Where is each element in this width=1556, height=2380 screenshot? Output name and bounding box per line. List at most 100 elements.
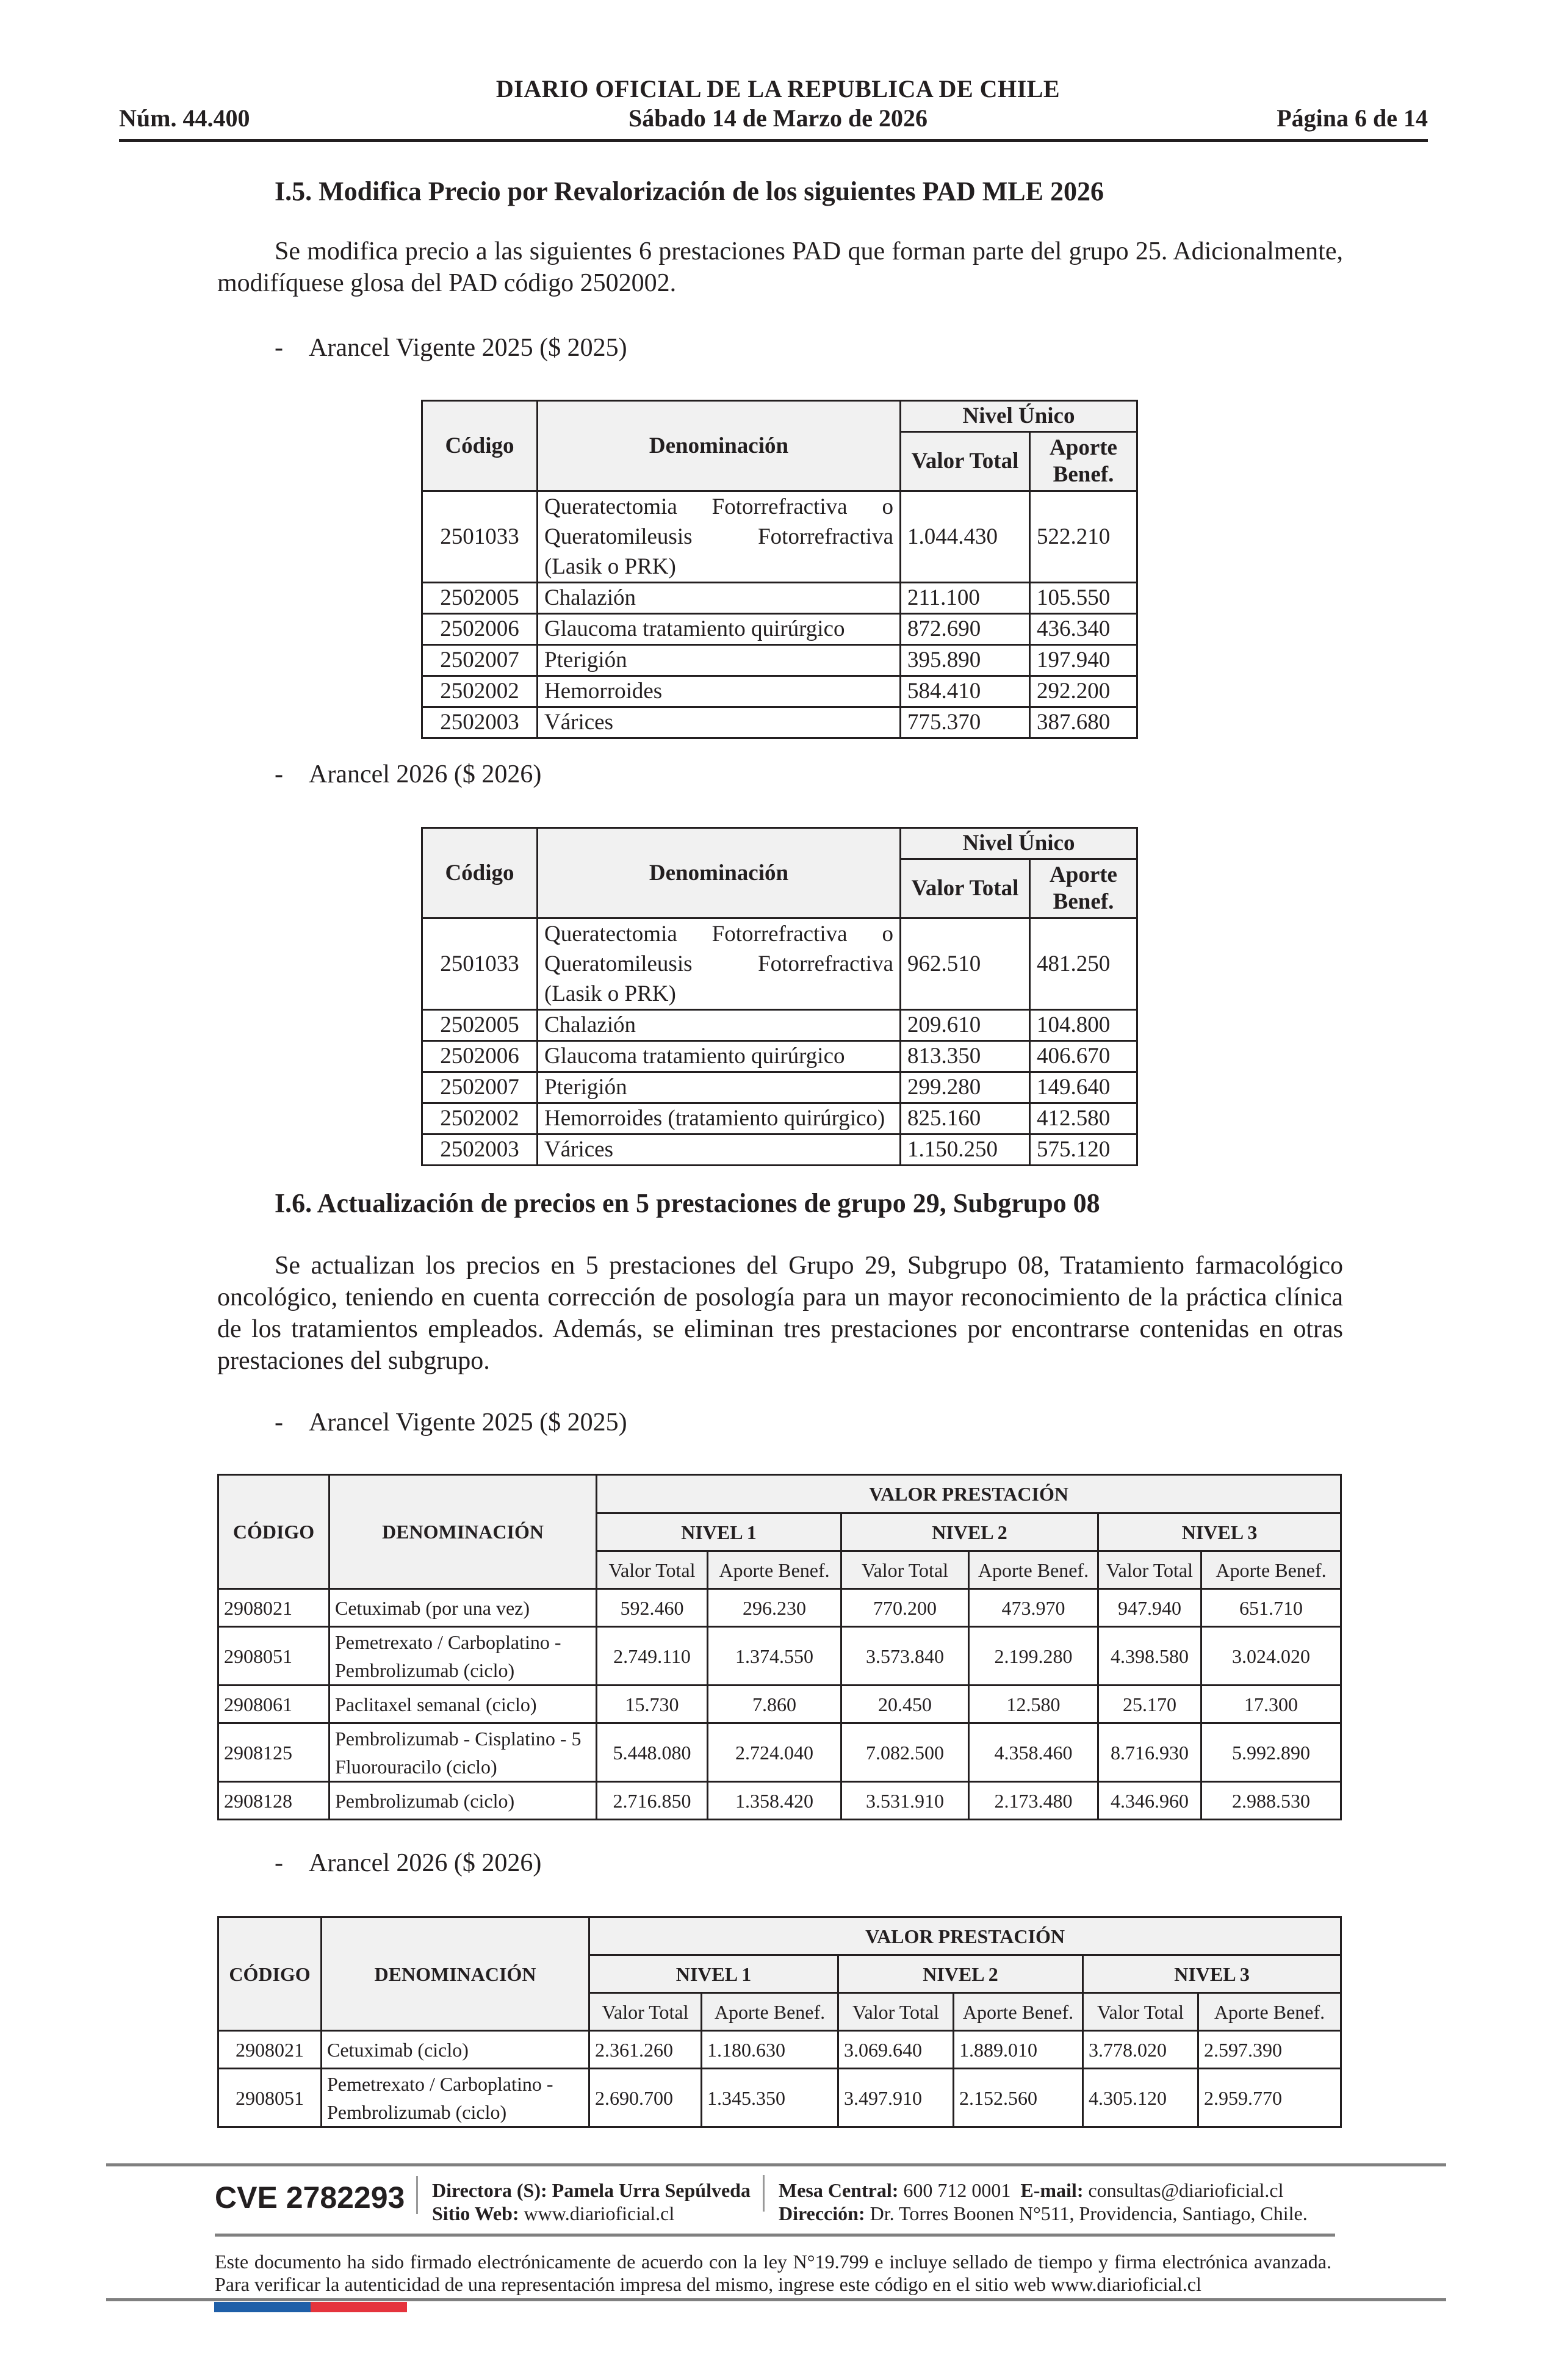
cell-n2-aporte-benef: 1.889.010 (953, 2030, 1084, 2069)
cell-aporte-benef: 105.550 (1028, 582, 1139, 615)
cell-n3-valor-total: 3.778.020 (1082, 2030, 1199, 2069)
col-header-aporte: Aporte Benef. (953, 1992, 1084, 2032)
col-header-total: Valor Total (899, 858, 1031, 919)
col-header-aporte: Aporte Benef. (968, 1550, 1099, 1590)
cell-n2-aporte-benef: 2.199.280 (968, 1626, 1099, 1686)
bullet-label: Arancel 2026 ($ 2026) (309, 760, 542, 788)
cell-code: 2502002 (421, 675, 538, 708)
cell-n1-valor-total: 15.730 (596, 1684, 708, 1724)
cell-code: 2908128 (217, 1781, 330, 1820)
cell-n2-aporte-benef: 4.358.460 (968, 1722, 1099, 1783)
col-header-aporte: Aporte Benef. (1197, 1992, 1342, 2032)
cell-n1-valor-total: 2.361.260 (588, 2030, 702, 2069)
col-header-valor-prestacion: VALOR PRESTACIÓN (595, 1474, 1342, 1514)
col-header-code: CÓDIGO (217, 1916, 322, 2032)
address-label: Dirección: (779, 2202, 865, 2224)
col-header-name: DENOMINACIÓN (320, 1916, 590, 2032)
cell-aporte-benef: 387.680 (1028, 706, 1139, 739)
footer-divider-bottom (106, 2298, 1446, 2301)
cell-code: 2502006 (421, 613, 538, 646)
col-header-nivel-2: NIVEL 2 (840, 1512, 1099, 1552)
cell-n2-valor-total: 3.069.640 (837, 2030, 954, 2069)
cell-n1-aporte-benef: 1.345.350 (701, 2068, 839, 2128)
cell-name: Queratectomia Fotorrefractiva o Queratom… (536, 917, 901, 1011)
cell-code: 2908061 (217, 1684, 330, 1724)
bullet-arancel-2026: - Arancel 2026 ($ 2026) (275, 760, 541, 789)
cell-name: Várices (536, 1133, 901, 1166)
cell-valor-total: 825.160 (899, 1102, 1031, 1135)
cell-n2-valor-total: 3.531.910 (840, 1781, 970, 1820)
table-row: 2502005 Chalazión 211.100 105.550 (421, 582, 1139, 615)
bullet-arancel-2026-g29: - Arancel 2026 ($ 2026) (275, 1848, 541, 1878)
cell-aporte-benef: 104.800 (1028, 1009, 1139, 1042)
cell-n3-valor-total: 4.398.580 (1097, 1626, 1202, 1686)
col-header-level: Nivel Único (899, 400, 1139, 433)
table-row: 2502005 Chalazión 209.610 104.800 (421, 1009, 1139, 1042)
bullet-dash: - (275, 334, 283, 362)
cell-valor-total: 1.150.250 (899, 1133, 1031, 1166)
cell-n2-aporte-benef: 2.152.560 (953, 2068, 1084, 2128)
cell-code: 2908021 (217, 2030, 322, 2069)
table-row: 2908051 Pemetrexato / Carboplatino - Pemb… (217, 1626, 1342, 1686)
cell-n2-aporte-benef: 2.173.480 (968, 1781, 1099, 1820)
table-row: 2908061 Paclitaxel semanal (ciclo) 15.730 7… (217, 1684, 1342, 1724)
cell-n3-valor-total: 8.716.930 (1097, 1722, 1202, 1783)
cell-aporte-benef: 197.940 (1028, 644, 1139, 677)
cell-n1-valor-total: 2.690.700 (588, 2068, 702, 2128)
cell-code: 2501033 (421, 917, 538, 1011)
col-header-level: Nivel Único (899, 827, 1139, 860)
cell-n3-valor-total: 25.170 (1097, 1684, 1202, 1724)
cell-code: 2502005 (421, 1009, 538, 1042)
col-header-nivel-3: NIVEL 3 (1081, 1954, 1342, 1994)
col-header-name: DENOMINACIÓN (328, 1474, 597, 1590)
table-row: 2908021 Cetuximab (ciclo) 2.361.260 1.180.6… (217, 2030, 1342, 2069)
col-header-code: CÓDIGO (217, 1474, 330, 1590)
cell-n1-aporte-benef: 1.180.630 (701, 2030, 839, 2069)
footer-divider-middle (215, 2234, 1335, 2237)
email-link[interactable]: consultas@diarioficial.cl (1088, 2179, 1284, 2201)
cell-n1-valor-total: 2.716.850 (596, 1781, 708, 1820)
table-row: 2908021 Cetuximab (por una vez) 592.460 296… (217, 1588, 1342, 1628)
col-header-nivel-1: NIVEL 1 (596, 1512, 842, 1552)
cell-valor-total: 299.280 (899, 1071, 1031, 1104)
cell-code: 2502005 (421, 582, 538, 615)
cell-name: Chalazión (536, 1009, 901, 1042)
cell-code: 2502003 (421, 706, 538, 739)
cell-name: Glaucoma tratamiento quirúrgico (536, 1040, 901, 1073)
table-pad-2025: Código Denominación Nivel Único Valor To… (421, 400, 1139, 739)
col-header-total: Valor Total (588, 1992, 702, 2032)
cell-n2-valor-total: 3.573.840 (840, 1626, 970, 1686)
web-link[interactable]: www.diarioficial.cl (524, 2202, 675, 2224)
cell-valor-total: 584.410 (899, 675, 1031, 708)
cell-name: Pembrolizumab - Cisplatino - 5 Fluoroura… (328, 1722, 597, 1783)
cell-n1-valor-total: 592.460 (596, 1588, 708, 1628)
table-row: 2502002 Hemorroides 584.410 292.200 (421, 675, 1139, 708)
director-name: Pamela Urra Sepúlveda (552, 2179, 751, 2201)
footer-director-block: Directora (S): Pamela Urra Sepúlveda Sit… (432, 2179, 751, 2225)
col-header-aporte: Aporte Benef. (701, 1992, 839, 2032)
table-row: 2502006 Glaucoma tratamiento quirúrgico 81… (421, 1040, 1139, 1073)
col-header-total: Valor Total (840, 1550, 970, 1590)
bullet-label: Arancel Vigente 2025 ($ 2025) (309, 1408, 627, 1437)
cell-n1-valor-total: 2.749.110 (596, 1626, 708, 1686)
cell-n2-valor-total: 770.200 (840, 1588, 970, 1628)
cve-code: CVE 2782293 (215, 2180, 405, 2215)
col-header-total: Valor Total (899, 431, 1031, 492)
cell-code: 2501033 (421, 490, 538, 583)
footer-separator (416, 2176, 418, 2214)
header-divider (119, 139, 1428, 142)
newspaper-title: DIARIO OFICIAL DE LA REPUBLICA DE CHILE (495, 75, 1061, 103)
cell-n3-aporte-benef: 5.992.890 (1200, 1722, 1342, 1783)
director-label: Directora (S): (432, 2179, 547, 2201)
cell-name: Pterigión (536, 1071, 901, 1104)
cell-aporte-benef: 149.640 (1028, 1071, 1139, 1104)
flag-stripe-blue (214, 2302, 311, 2312)
cell-name: Chalazión (536, 582, 901, 615)
col-header-name: Denominación (536, 827, 901, 919)
cell-name: Pembrolizumab (ciclo) (328, 1781, 597, 1820)
section-i6-paragraph: Se actualizan los precios en 5 prestacio… (217, 1252, 1343, 1375)
cell-name: Glaucoma tratamiento quirúrgico (536, 613, 901, 646)
cell-n2-valor-total: 3.497.910 (837, 2068, 954, 2128)
table-row: 2908128 Pembrolizumab (ciclo) 2.716.850 1.3… (217, 1781, 1342, 1820)
table-row: 2502003 Várices 775.370 387.680 (421, 706, 1139, 739)
